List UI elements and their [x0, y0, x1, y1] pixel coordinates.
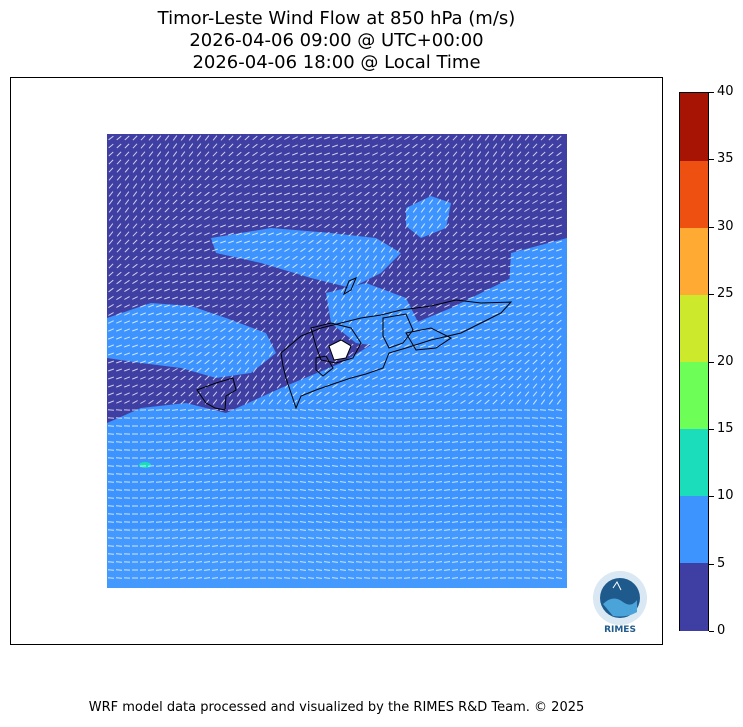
colorbar-tick [709, 362, 714, 363]
colorbar [679, 92, 709, 631]
map-subtitle-local: 2026-04-06 18:00 @ Local Time [192, 52, 481, 73]
colorbar-segment [680, 227, 708, 295]
colorbar-segment [680, 93, 708, 161]
colorbar-tick-label: 10 [717, 488, 734, 503]
colorbar-tick [709, 227, 714, 228]
colorbar-segment [680, 562, 708, 631]
colorbar-tick-label: 25 [717, 286, 734, 301]
map-subtitle-utc: 2026-04-06 09:00 @ UTC+00:00 [189, 30, 484, 51]
footer-credit: WRF model data processed and visualized … [88, 700, 585, 715]
colorbar-segment [680, 361, 708, 430]
rimes-logo: RIMES [593, 571, 647, 635]
colorbar-tick [709, 294, 714, 295]
logo-text: RIMES [604, 625, 636, 635]
colorbar-tick [709, 159, 714, 160]
wind-speed-10-15-cell [139, 462, 151, 468]
colorbar-tick-label: 30 [717, 219, 734, 234]
colorbar-tick [709, 429, 714, 430]
colorbar-segment [680, 495, 708, 564]
colorbar-tick [709, 564, 714, 565]
colorbar-tick [709, 92, 714, 93]
colorbar-tick-label: 15 [717, 421, 734, 436]
wind-vectors [107, 135, 563, 579]
wind-map [107, 134, 567, 588]
wind-field-south-band [107, 528, 567, 588]
colorbar-tick-label: 0 [717, 623, 726, 638]
colorbar-tick-label: 40 [717, 84, 734, 99]
colorbar-segment [680, 160, 708, 228]
colorbar-tick [709, 496, 714, 497]
colorbar-tick-label: 5 [717, 556, 726, 571]
colorbar-segment [680, 294, 708, 362]
map-title: Timor-Leste Wind Flow at 850 hPa (m/s) [157, 8, 516, 29]
colorbar-tick-label: 20 [717, 354, 734, 369]
colorbar-tick-label: 35 [717, 151, 734, 166]
coastline [196, 277, 513, 411]
colorbar-tick [709, 631, 714, 632]
colorbar-segment [680, 428, 708, 497]
map-frame [10, 77, 663, 645]
